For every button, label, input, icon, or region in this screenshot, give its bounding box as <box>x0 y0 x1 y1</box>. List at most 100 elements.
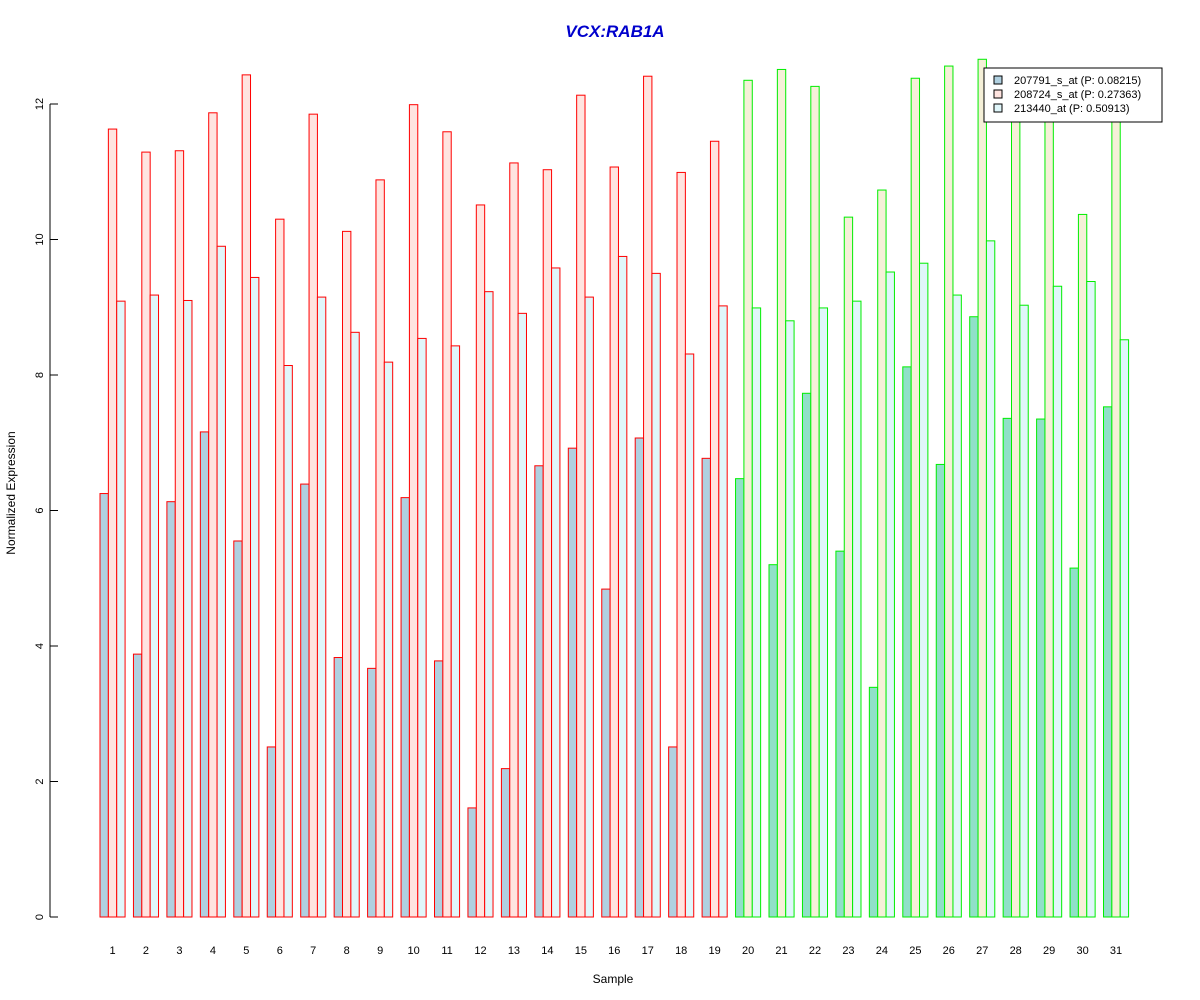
bar <box>902 366 912 918</box>
bar <box>718 305 728 918</box>
x-tick-label: 26 <box>943 945 955 957</box>
bar <box>1002 417 1013 918</box>
legend-entry: 213440_at (P: 0.50913) <box>1014 103 1130 115</box>
x-tick-label: 4 <box>210 945 216 957</box>
bar <box>1011 112 1021 918</box>
x-tick-labels: 1 2 3 4 5 6 7 8 9 10 11 12 13 14 15 16 17 18 19 20 21 22 23 24 2… <box>109 945 1122 957</box>
x-tick-label: 20 <box>742 945 754 957</box>
bar <box>735 478 745 918</box>
bar <box>174 150 185 918</box>
bar <box>617 255 628 918</box>
bar <box>634 437 645 918</box>
bar <box>542 169 553 918</box>
bar <box>944 65 954 918</box>
bar <box>643 75 653 918</box>
bar <box>609 166 619 918</box>
bar <box>333 657 344 918</box>
legend-entry: 207791_s_at (P: 0.08215) <box>1014 75 1141 87</box>
x-tick-label: 28 <box>1010 945 1022 957</box>
bar <box>601 588 611 918</box>
bar <box>551 267 561 918</box>
y-tick-label: 8 <box>34 372 46 378</box>
bar <box>668 746 678 918</box>
x-tick-label: 6 <box>277 945 283 957</box>
x-tick-label: 10 <box>407 945 419 957</box>
bar <box>810 85 820 918</box>
bar <box>835 550 845 918</box>
x-tick-label: 29 <box>1043 945 1055 957</box>
chart-title: VCX:RAB1A <box>565 22 664 41</box>
bar <box>977 58 987 918</box>
bar <box>116 300 126 918</box>
x-tick-label: 14 <box>541 945 553 957</box>
bar <box>442 131 452 918</box>
bar <box>576 94 586 918</box>
bar <box>1077 213 1088 918</box>
bar <box>935 463 946 918</box>
bar <box>885 271 895 918</box>
bar <box>132 653 143 918</box>
bar <box>676 171 686 918</box>
bar <box>985 240 996 918</box>
bar <box>768 564 778 918</box>
bar <box>400 497 410 918</box>
bar <box>183 299 193 918</box>
bar <box>785 320 795 918</box>
x-tick-label: 19 <box>709 945 721 957</box>
bar <box>852 300 862 918</box>
x-tick-label: 8 <box>344 945 350 957</box>
bar <box>801 392 812 918</box>
x-tick-label: 25 <box>909 945 921 957</box>
bar <box>107 128 118 918</box>
bar <box>868 686 879 918</box>
y-tick-label: 2 <box>34 778 46 784</box>
bar <box>316 296 327 918</box>
bar <box>1119 339 1130 918</box>
bar <box>567 447 578 918</box>
x-tick-label: 2 <box>143 945 149 957</box>
x-tick-label: 31 <box>1110 945 1122 957</box>
bar <box>300 483 310 918</box>
x-tick-label: 27 <box>976 945 988 957</box>
bar <box>843 216 854 918</box>
x-tick-label: 5 <box>243 945 249 957</box>
bar <box>517 312 527 918</box>
y-axis: 0 2 4 6 8 10 12 <box>34 98 58 920</box>
bar <box>709 140 720 918</box>
bar <box>952 294 962 918</box>
y-tick-label: 12 <box>34 98 46 110</box>
bar <box>877 189 887 918</box>
bar <box>308 113 318 918</box>
bar <box>149 294 160 918</box>
bar <box>342 230 352 918</box>
bar <box>1036 418 1046 918</box>
x-tick-label: 1 <box>109 945 115 957</box>
bar <box>375 179 385 918</box>
bars-group <box>99 58 1130 918</box>
x-tick-label: 30 <box>1076 945 1088 957</box>
bar <box>450 345 461 918</box>
bar <box>1103 406 1113 918</box>
bar <box>434 660 444 918</box>
bar <box>509 162 519 918</box>
bar <box>99 493 109 918</box>
x-tick-label: 17 <box>642 945 654 957</box>
bar <box>910 77 921 918</box>
x-tick-label: 22 <box>809 945 821 957</box>
bar <box>751 307 762 918</box>
bar <box>701 457 711 918</box>
bar <box>383 361 394 918</box>
bar <box>1044 109 1054 918</box>
legend-entry: 208724_s_at (P: 0.27363) <box>1014 89 1141 101</box>
bar <box>250 276 260 918</box>
bar <box>1086 281 1096 918</box>
y-tick-label: 10 <box>34 233 46 245</box>
legend: 207791_s_at (P: 0.08215) 208724_s_at (P: … <box>983 67 1163 123</box>
legend-box <box>983 67 1163 123</box>
x-tick-label: 23 <box>842 945 854 957</box>
bar <box>350 331 360 918</box>
x-tick-label: 3 <box>176 945 182 957</box>
y-tick-label: 0 <box>34 914 46 920</box>
bar <box>1111 115 1121 918</box>
